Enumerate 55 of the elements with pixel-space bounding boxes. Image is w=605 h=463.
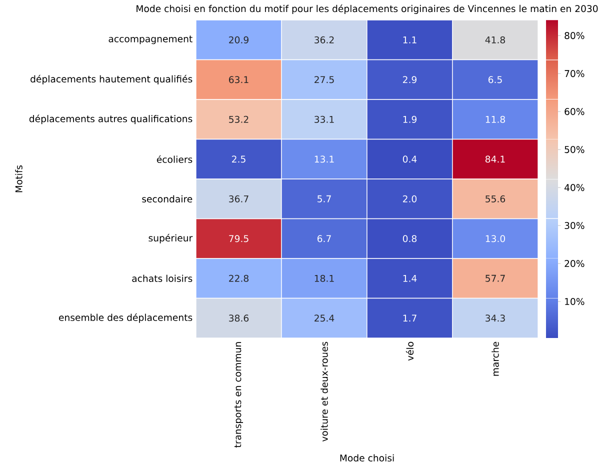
data-label: 20.9 — [229, 36, 248, 44]
x-tick-label: marche — [492, 342, 499, 376]
color-bar-label: 40% — [564, 184, 584, 192]
color-bar-label: 20% — [564, 260, 584, 268]
data-label: 63.1 — [229, 76, 248, 84]
data-label: 1.1 — [403, 36, 416, 44]
y-tick-label: secondaire — [142, 195, 192, 202]
y-axis-title: Motifs — [15, 165, 22, 192]
data-label: 53.2 — [229, 116, 248, 123]
data-label: 13.1 — [314, 156, 334, 163]
data-label: 6.5 — [488, 76, 502, 84]
data-label: 22.8 — [229, 274, 248, 282]
color-bar-label: 10% — [565, 298, 584, 306]
chart-title: Mode choisi en fonction du motif pour les déplacements originaires de Vincennes le matin en 2030 — [136, 4, 598, 14]
color-bar-label: 50% — [564, 146, 584, 154]
data-label: 5.7 — [318, 195, 331, 202]
data-label: 2.9 — [403, 76, 417, 84]
x-tick-label: transports en commun — [234, 342, 244, 448]
y-tick-label: écoliers — [156, 155, 192, 163]
data-label: 34.3 — [486, 314, 505, 322]
color-bar-label: 70% — [564, 70, 584, 78]
data-label: 6.7 — [317, 235, 331, 242]
data-label: 25.4 — [314, 314, 334, 322]
color-bar-label: 30% — [564, 222, 584, 230]
data-label: 41.8 — [485, 36, 505, 44]
data-label: 13.0 — [486, 235, 506, 242]
data-label: 36.2 — [314, 36, 334, 44]
data-label: 55.6 — [486, 195, 506, 202]
data-label: 36.7 — [229, 195, 248, 202]
data-label: 33.1 — [314, 116, 334, 123]
data-label: 38.6 — [229, 314, 249, 322]
data-label: 27.5 — [314, 76, 334, 84]
data-label: 0.4 — [402, 156, 417, 163]
data-label: 18.1 — [314, 274, 334, 282]
data-label: 84.1 — [485, 156, 505, 163]
data-label: 0.8 — [402, 235, 417, 242]
y-tick-label: déplacements autres qualifications — [29, 114, 192, 124]
data-label: 57.7 — [486, 274, 505, 282]
data-label: 1.7 — [403, 314, 416, 322]
y-tick-label: achats loisirs — [132, 274, 192, 282]
color-bar-label: 80% — [564, 32, 584, 40]
y-tick-label: ensemble des déplacements — [59, 313, 192, 323]
y-tick-label: déplacements hautement qualifiés — [30, 74, 192, 84]
x-axis-title: Mode choisi — [340, 454, 394, 462]
x-tick-label: vélo — [406, 342, 414, 361]
data-label: 1.4 — [403, 274, 417, 282]
data-label: 11.8 — [486, 116, 505, 123]
data-label: 2.5 — [232, 156, 246, 163]
x-tick-label: voiture et deux-roues — [320, 342, 328, 442]
color-bar-label: 60% — [564, 108, 584, 116]
data-label: 2.0 — [403, 195, 417, 202]
y-tick-label: accompagnement — [108, 36, 192, 44]
data-label: 79.5 — [229, 235, 248, 242]
data-label: 1.9 — [403, 116, 417, 123]
y-tick-label: supérieur — [148, 234, 193, 244]
